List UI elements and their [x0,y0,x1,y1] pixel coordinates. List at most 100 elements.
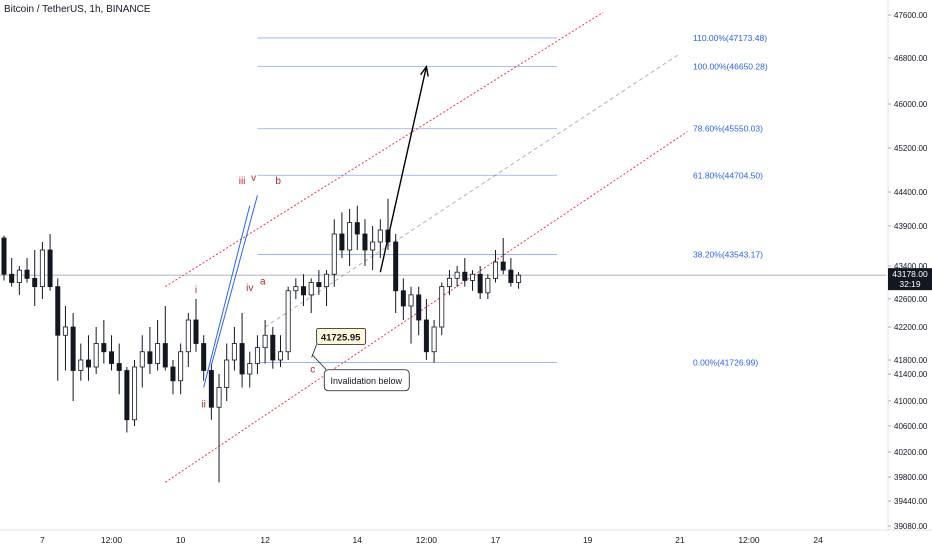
candle-body[interactable] [493,261,499,279]
invalidation-callout-box[interactable] [323,369,410,392]
impulse-line[interactable] [210,195,258,366]
x-tick-label: 17 [491,535,501,545]
y-tick-label: 45200.00 [894,144,928,153]
projection-arrow[interactable] [379,66,428,273]
channel-line-lower[interactable] [165,131,688,483]
candle-body[interactable] [254,347,260,364]
candle-body[interactable] [247,363,253,375]
candle-body[interactable] [316,282,322,288]
candle-body[interactable] [193,319,199,344]
candle-body[interactable] [216,387,222,408]
candle-body[interactable] [85,359,91,368]
candle-body[interactable] [423,319,429,353]
candle-body[interactable] [139,351,145,368]
candle-body[interactable] [324,273,330,288]
price-callout-box[interactable] [316,327,367,345]
wave-label: i [195,285,197,296]
x-tick-label: 24 [813,535,823,545]
candle-body[interactable] [500,261,506,271]
wave-label: ii [201,399,205,410]
candle-body[interactable] [285,290,291,353]
candle-body[interactable] [132,366,138,421]
candle-body[interactable] [93,343,99,368]
x-tick-label: 12:00 [738,535,760,545]
candle-body[interactable] [408,294,414,307]
last-price-tag[interactable] [888,268,932,291]
y-tick-label: 39800.00 [894,473,928,482]
candle-body[interactable] [416,294,422,321]
candle-body[interactable] [16,269,22,283]
candle-body[interactable] [370,241,376,251]
candle-body[interactable] [116,363,122,371]
impulse-line[interactable] [203,205,251,388]
candle-body[interactable] [1,237,7,275]
candle-body[interactable] [270,334,276,361]
candle-body[interactable] [32,277,38,288]
candle-body[interactable] [147,351,153,364]
last-price-label: 43178.00 [892,269,928,279]
candle-body[interactable] [109,351,115,364]
candle-body[interactable] [201,343,207,371]
candle-body[interactable] [47,249,53,288]
candle-body[interactable] [393,241,399,292]
candle-body[interactable] [446,277,452,288]
y-tick-label: 44400.00 [894,188,928,197]
candle-body[interactable] [431,326,437,353]
candle-body[interactable] [377,229,383,243]
y-tick-label: 42600.00 [894,295,928,304]
candle-body[interactable] [339,233,345,251]
candle-body[interactable] [9,273,15,283]
candle-body[interactable] [124,370,130,421]
y-tick-label: 39440.00 [894,497,928,506]
candle-body[interactable] [62,326,68,336]
candle-body[interactable] [231,343,237,361]
candle-body[interactable] [508,269,514,283]
y-tick-label: 43900.00 [894,222,928,231]
candle-body[interactable] [78,359,84,371]
candle-body[interactable] [101,343,107,353]
candle-body[interactable] [462,271,468,281]
candle-body[interactable] [308,282,314,296]
x-tick-label: 14 [353,535,363,545]
x-tick-label: 12:00 [416,535,438,545]
candle-body[interactable] [24,269,30,279]
candle-body[interactable] [185,319,191,353]
callout-pointer [311,354,327,371]
candle-body[interactable] [293,286,299,292]
fib-level-label: 110.00%(47173.48) [693,33,767,43]
candle-body[interactable] [224,359,230,388]
candle-body[interactable] [262,334,268,349]
candle-body[interactable] [439,286,445,328]
candle-body[interactable] [301,286,307,296]
candle-body[interactable] [354,222,360,235]
candle-body[interactable] [477,273,483,294]
channel-line-middle[interactable] [264,53,681,328]
candle-body[interactable] [155,343,161,364]
arrow-head [420,64,429,77]
fib-level-label: 0.00%(41726.99) [693,358,758,368]
candle-body[interactable] [362,233,368,251]
candle-body[interactable] [400,290,406,307]
candle-body[interactable] [39,249,45,288]
candle-body[interactable] [485,277,491,294]
candle-body[interactable] [162,343,168,368]
candle-body[interactable] [170,366,176,382]
y-tick-label: 41800.00 [894,356,928,365]
candle-body[interactable] [516,274,522,283]
candle-body[interactable] [70,326,76,371]
candle-body[interactable] [178,351,184,382]
candle-body[interactable] [239,343,245,375]
candle-body[interactable] [55,286,61,336]
y-tick-label: 40600.00 [894,422,928,431]
channel-line-upper[interactable] [165,11,604,288]
candle-body[interactable] [347,222,353,251]
candle-body[interactable] [208,370,214,408]
y-tick-label: 41000.00 [894,397,928,406]
candle-body[interactable] [331,233,337,275]
candle-body[interactable] [454,271,460,279]
x-tick-label: 10 [176,535,186,545]
candle-body[interactable] [469,273,475,281]
candle-body[interactable] [277,351,283,361]
